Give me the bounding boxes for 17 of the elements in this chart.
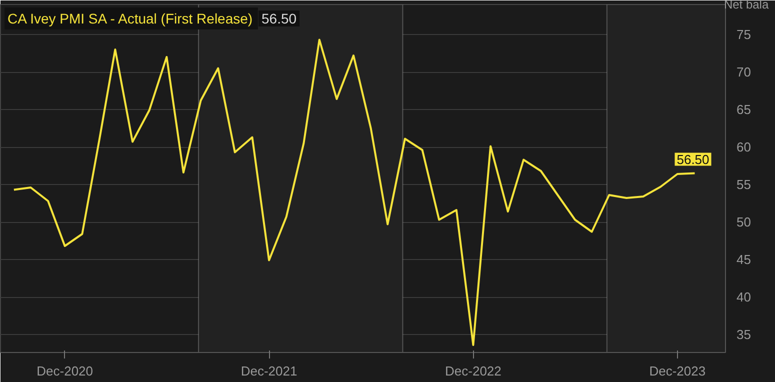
y-tick-label: 65 (736, 102, 751, 117)
y-tick-label: 75 (736, 27, 751, 42)
x-tick-label: Dec-2023 (649, 364, 706, 378)
y-tick-label: 70 (736, 64, 751, 80)
y-tick-label: 35 (736, 327, 751, 342)
y-tick-label: 40 (736, 290, 751, 304)
annotation: 56.50 (676, 152, 710, 167)
x-tick-label: Dec-2020 (36, 364, 94, 378)
y-tick-label: 50 (736, 214, 751, 230)
y-axis-title: Net bala (724, 0, 769, 12)
y-tick-label: 45 (736, 252, 751, 267)
chart-subtitle: 56.50 (262, 10, 297, 26)
y-tick-label: 60 (736, 140, 751, 154)
chart-title: CA Ivey PMI SA - Actual (First Release) (8, 10, 253, 26)
y-tick-label: 55 (736, 177, 751, 192)
x-tick-label: Dec-2022 (445, 364, 502, 378)
x-tick-label: Dec-2021 (240, 364, 298, 378)
